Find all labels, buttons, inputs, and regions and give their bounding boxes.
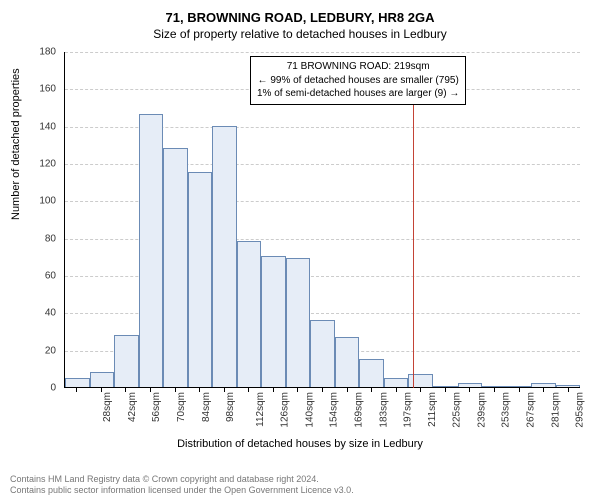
footer-line-1: Contains HM Land Registry data © Crown c… bbox=[10, 474, 354, 485]
histogram-bar bbox=[212, 126, 237, 387]
x-tick-label: 98sqm bbox=[225, 392, 236, 422]
chart-container: 71, BROWNING ROAD, LEDBURY, HR8 2GA Size… bbox=[0, 0, 600, 500]
annotation-box: 71 BROWNING ROAD: 219sqm ← 99% of detach… bbox=[250, 56, 466, 105]
footer-line-2: Contains public sector information licen… bbox=[10, 485, 354, 496]
histogram-bar bbox=[188, 172, 213, 387]
x-tick-label: 197sqm bbox=[403, 392, 414, 428]
annotation-line-2: ← 99% of detached houses are smaller (79… bbox=[257, 74, 459, 88]
y-tick-label: 140 bbox=[39, 121, 56, 132]
x-tick-label: 267sqm bbox=[526, 392, 537, 428]
x-tick-label: 140sqm bbox=[304, 392, 315, 428]
annotation-line-1: 71 BROWNING ROAD: 219sqm bbox=[257, 60, 459, 74]
histogram-bar bbox=[65, 378, 90, 387]
annotation-line-3: 1% of semi-detached houses are larger (9… bbox=[257, 87, 459, 101]
x-tick-label: 295sqm bbox=[575, 392, 586, 428]
y-tick-label: 100 bbox=[39, 196, 56, 207]
y-tick-label: 0 bbox=[50, 383, 56, 394]
histogram-bar bbox=[507, 386, 532, 387]
chart-subtitle: Size of property relative to detached ho… bbox=[0, 25, 600, 41]
footer-attribution: Contains HM Land Registry data © Crown c… bbox=[10, 474, 354, 497]
y-tick-label: 180 bbox=[39, 47, 56, 58]
y-tick-label: 40 bbox=[45, 308, 56, 319]
histogram-bar bbox=[433, 386, 458, 387]
histogram-bar bbox=[335, 337, 360, 387]
x-tick-label: 126sqm bbox=[280, 392, 291, 428]
histogram-bar bbox=[556, 385, 581, 387]
histogram-bar bbox=[237, 241, 262, 387]
histogram-bar bbox=[114, 335, 139, 387]
histogram-bar bbox=[286, 258, 311, 387]
x-tick-label: 183sqm bbox=[378, 392, 389, 428]
x-tick-label: 28sqm bbox=[102, 392, 113, 422]
property-marker-line bbox=[413, 100, 414, 388]
histogram-bar bbox=[139, 114, 164, 387]
histogram-bar bbox=[359, 359, 384, 387]
y-tick-label: 120 bbox=[39, 159, 56, 170]
x-tick-label: 239sqm bbox=[476, 392, 487, 428]
histogram-bar bbox=[90, 372, 115, 387]
plot-area: 71 BROWNING ROAD: 219sqm ← 99% of detach… bbox=[64, 52, 580, 388]
x-tick-label: 84sqm bbox=[201, 392, 212, 422]
x-tick-label: 42sqm bbox=[127, 392, 138, 422]
x-tick-label: 169sqm bbox=[354, 392, 365, 428]
histogram-bar bbox=[482, 386, 507, 387]
histogram-bar bbox=[531, 383, 556, 387]
x-axis-ticks: 28sqm 42sqm 56sqm 70sqm 84sqm 98sqm 112sqm 126s… bbox=[64, 388, 580, 438]
chart-title: 71, BROWNING ROAD, LEDBURY, HR8 2GA bbox=[0, 0, 600, 25]
x-axis-label: Distribution of detached houses by size … bbox=[0, 438, 600, 450]
y-tick-label: 80 bbox=[45, 233, 56, 244]
histogram-bar bbox=[384, 378, 409, 387]
y-tick-label: 20 bbox=[45, 345, 56, 356]
histogram-bar bbox=[261, 256, 286, 387]
histogram-bar bbox=[163, 148, 188, 387]
histogram-bar bbox=[310, 320, 335, 387]
x-tick-label: 56sqm bbox=[151, 392, 162, 422]
x-tick-label: 225sqm bbox=[452, 392, 463, 428]
x-tick-label: 281sqm bbox=[550, 392, 561, 428]
x-tick-label: 211sqm bbox=[427, 392, 438, 427]
y-tick-label: 60 bbox=[45, 271, 56, 282]
y-tick-label: 160 bbox=[39, 84, 56, 95]
histogram-bar bbox=[458, 383, 483, 387]
x-tick-label: 154sqm bbox=[329, 392, 340, 428]
y-axis-ticks: 020406080100120140160180 bbox=[0, 52, 60, 388]
x-tick-label: 112sqm bbox=[255, 392, 266, 427]
x-tick-label: 253sqm bbox=[501, 392, 512, 428]
x-tick-label: 70sqm bbox=[176, 392, 187, 422]
